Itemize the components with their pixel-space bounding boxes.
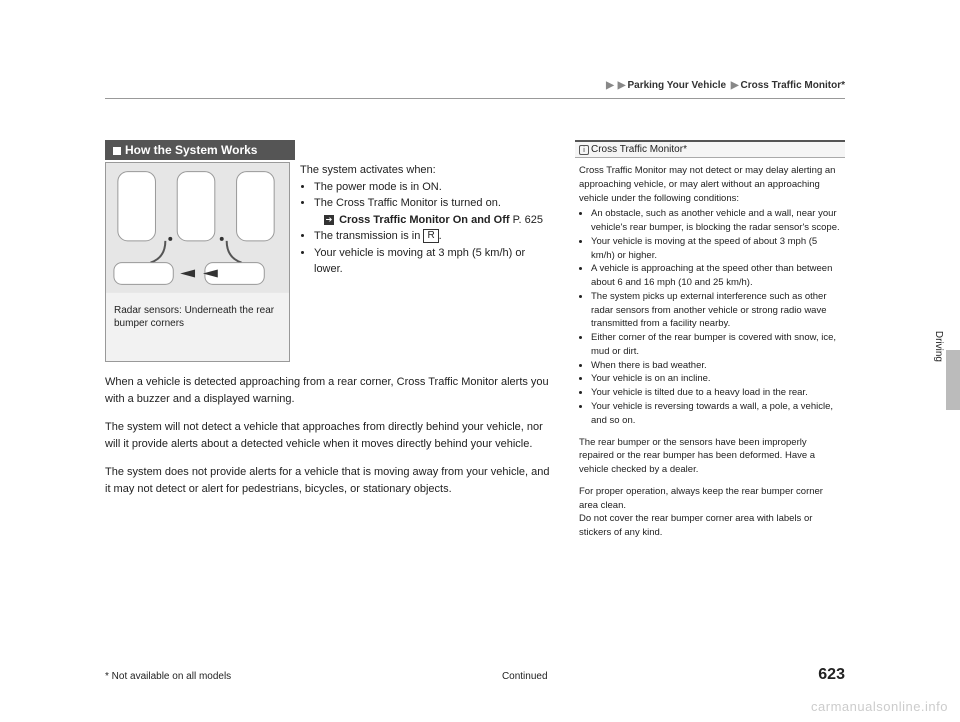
diagram-figure: Radar sensors: Underneath the rear bumpe… [105,162,290,362]
sidebar-paragraph: The rear bumper or the sensors have been… [579,436,841,477]
section-tab-label: Driving [933,331,944,362]
breadcrumb: ▶▶Parking Your Vehicle ▶Cross Traffic Mo… [604,80,845,91]
main-column: How the System Works [105,140,555,546]
text: . [439,230,442,242]
condition-item: The power mode is in ON. [314,179,555,196]
body-paragraph: The system does not provide alerts for a… [105,464,555,497]
body-paragraph: When a vehicle is detected approaching f… [105,374,555,407]
footnote: * Not available on all models [105,671,231,682]
watermark: carmanualsonline.info [811,699,948,714]
page-number: 623 [818,666,845,684]
body-paragraph: The system will not detect a vehicle tha… [105,419,555,452]
divider [105,98,845,99]
breadcrumb-item: Cross Traffic Monitor [741,80,842,91]
sidebar-item: The system picks up external interferenc… [591,290,841,331]
sidebar-paragraph: Do not cover the rear bumper corner area… [579,512,841,540]
sidebar-item: Your vehicle is on an incline. [591,372,841,386]
intro-text: The system activates when: [300,162,555,179]
asterisk: * [683,144,687,155]
sidebar-item: A vehicle is approaching at the speed ot… [591,262,841,290]
reference-label: Cross Traffic Monitor On and Off [339,214,510,226]
sidebar-column: iCross Traffic Monitor* Cross Traffic Mo… [575,140,845,546]
activation-conditions: The system activates when: The power mod… [300,162,555,362]
section-heading: How the System Works [105,140,295,160]
sidebar-heading: iCross Traffic Monitor* [575,140,845,158]
sidebar-item: Either corner of the rear bumper is cove… [591,331,841,359]
sidebar-item: Your vehicle is tilted due to a heavy lo… [591,386,841,400]
radar-diagram-icon [106,163,289,293]
asterisk: * [841,80,845,91]
sidebar-body: Cross Traffic Monitor may not detect or … [575,158,845,546]
reference-page: P. 625 [513,214,543,226]
text: The transmission is in [314,230,423,242]
section-tab [946,350,960,410]
condition-item: The Cross Traffic Monitor is turned on. [314,195,555,212]
chevron-right-icon: ▶ [618,80,626,91]
sidebar-item: When there is bad weather. [591,359,841,373]
sidebar-item: Your vehicle is reversing towards a wall… [591,400,841,428]
sidebar-intro: Cross Traffic Monitor may not detect or … [579,164,841,205]
info-icon: i [579,145,589,155]
sidebar-paragraph: For proper operation, always keep the re… [579,485,841,513]
page-footer: * Not available on all models Continued … [105,666,845,684]
continued-label: Continued [502,671,548,682]
square-bullet-icon [113,147,121,155]
chevron-right-icon: ▶ [731,80,739,91]
chevron-right-icon: ▶ [606,80,614,91]
cross-reference: ➔ Cross Traffic Monitor On and Off P. 62… [324,212,555,229]
condition-item: The transmission is in R. [314,228,555,245]
diagram-caption: Radar sensors: Underneath the rear bumpe… [106,298,289,336]
sidebar-item: An obstacle, such as another vehicle and… [591,207,841,235]
sidebar-item: Your vehicle is moving at the speed of a… [591,235,841,263]
reference-arrow-icon: ➔ [324,215,334,225]
section-title-text: How the System Works [125,143,257,157]
breadcrumb-item: Parking Your Vehicle [627,80,726,91]
condition-item: Your vehicle is moving at 3 mph (5 km/h)… [314,245,555,278]
sidebar-title-text: Cross Traffic Monitor [591,144,683,155]
gear-indicator: R [423,229,438,243]
